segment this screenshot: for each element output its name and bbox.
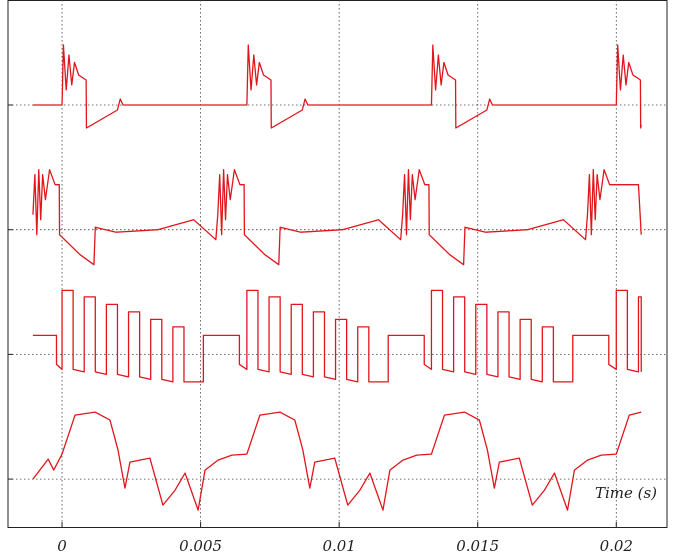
x-tick-label: 0.01 (322, 537, 355, 555)
x-tick-label: 0.005 (179, 537, 222, 555)
waveform (32, 289, 642, 383)
x-tick-label: 0 (57, 537, 67, 555)
x-tick-label: 0.015 (456, 537, 499, 555)
waveform (32, 411, 642, 511)
waveform (32, 44, 642, 129)
plot-frame (7, 0, 668, 528)
waveform (32, 169, 642, 266)
x-axis-label: Time (s) (595, 484, 657, 502)
x-tick-label: 0.02 (600, 537, 633, 555)
